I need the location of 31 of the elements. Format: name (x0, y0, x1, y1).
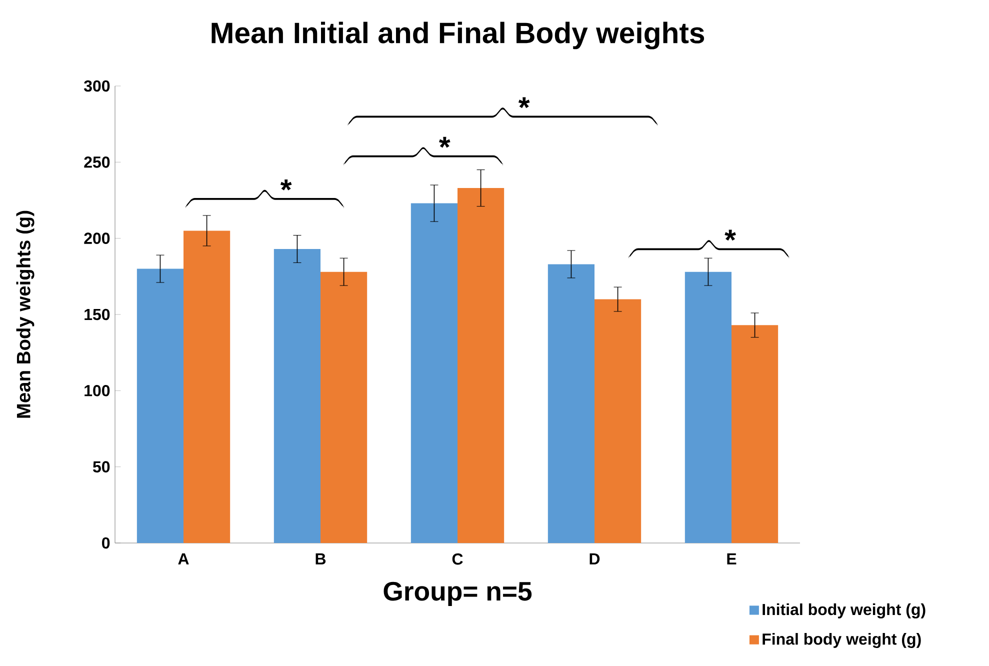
bar (410, 203, 458, 543)
annotation: * (439, 136, 450, 148)
x-tick-label: D (590, 553, 600, 564)
annotation: * (518, 97, 530, 108)
x-tick-label: E (727, 553, 736, 564)
bar (136, 268, 184, 543)
bar (274, 248, 321, 543)
chart-title: Mean Initial and Final Body weights (212, 22, 704, 50)
y-tick-label: 150 (84, 308, 110, 320)
legend-label: Initial body weight (g) (762, 603, 926, 618)
bar (732, 325, 778, 543)
bar (548, 264, 594, 543)
bar (320, 272, 368, 543)
y-tick-label: 200 (84, 232, 110, 244)
x-tick-label: C (452, 553, 463, 565)
bar (594, 299, 642, 543)
bar (458, 188, 504, 543)
x-tick-label: B (316, 553, 326, 564)
y-tick-label: 100 (84, 384, 110, 396)
y-tick-label: 0 (102, 537, 110, 549)
y-axis-title: Mean Body weights (g) (16, 210, 34, 418)
y-tick-label: 250 (84, 156, 110, 168)
y-tick-label: 50 (93, 461, 110, 472)
bar (184, 230, 230, 543)
y-tick-label: 300 (84, 80, 110, 92)
annotation: * (280, 179, 292, 190)
x-tick-label: A (178, 553, 189, 564)
bar (684, 272, 732, 543)
annotation: * (724, 230, 736, 241)
legend-label: Final body weight (g) (762, 633, 921, 648)
x-axis-title: Group= n=5 (384, 582, 532, 606)
